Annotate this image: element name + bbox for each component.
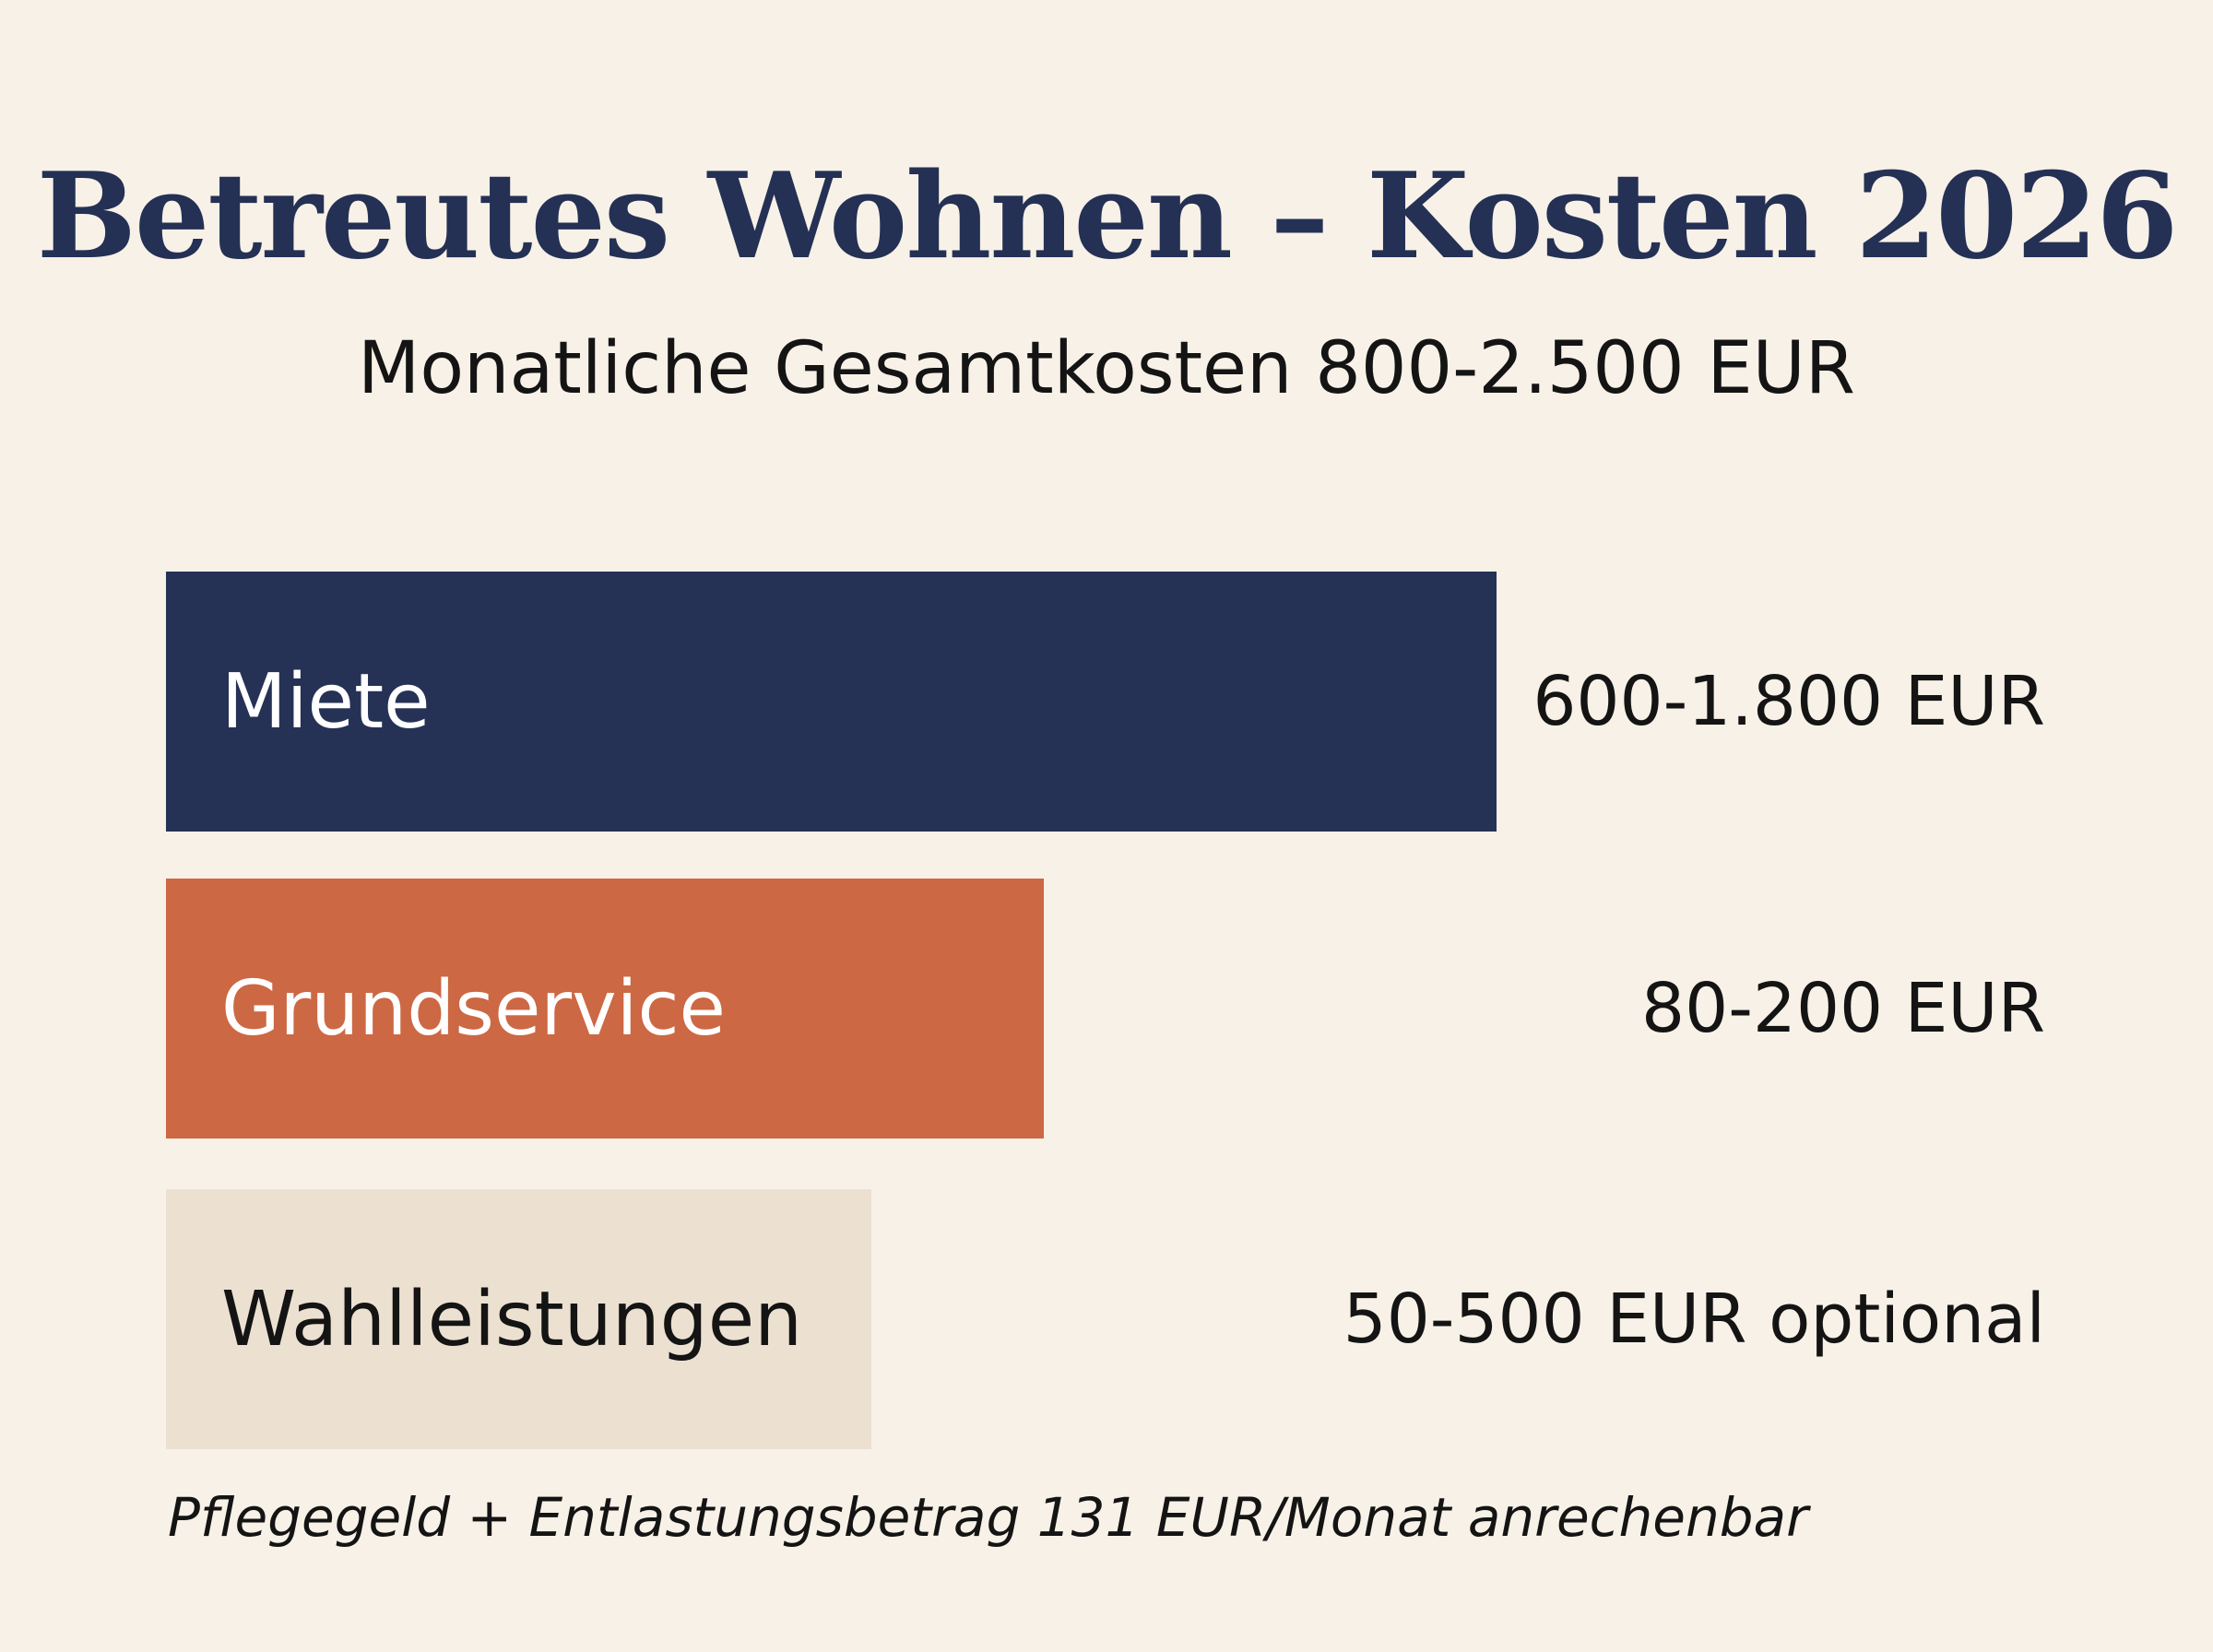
bar-label: Miete — [221, 657, 431, 746]
chart-title: Betreutes Wohnen – Kosten 2026 — [36, 148, 2179, 286]
value-label: 600-1.800 EUR — [1533, 662, 2045, 741]
value-label: 80-200 EUR — [1641, 969, 2045, 1048]
bar-wahlleistungen: Wahlleistungen — [166, 1189, 871, 1449]
chart-subtitle: Monatliche Gesamtkosten 800-2.500 EUR — [358, 327, 1855, 410]
bar-grundservice: Grundservice — [166, 879, 1044, 1139]
value-label: 50-500 EUR optional — [1343, 1280, 2045, 1359]
bar-label: Wahlleistungen — [221, 1275, 803, 1363]
bar-label: Grundservice — [221, 964, 726, 1053]
bar-miete: Miete — [166, 572, 1497, 832]
footnote: Pflegegeld + Entlastungsbetrag 131 EUR/M… — [168, 1486, 1808, 1549]
